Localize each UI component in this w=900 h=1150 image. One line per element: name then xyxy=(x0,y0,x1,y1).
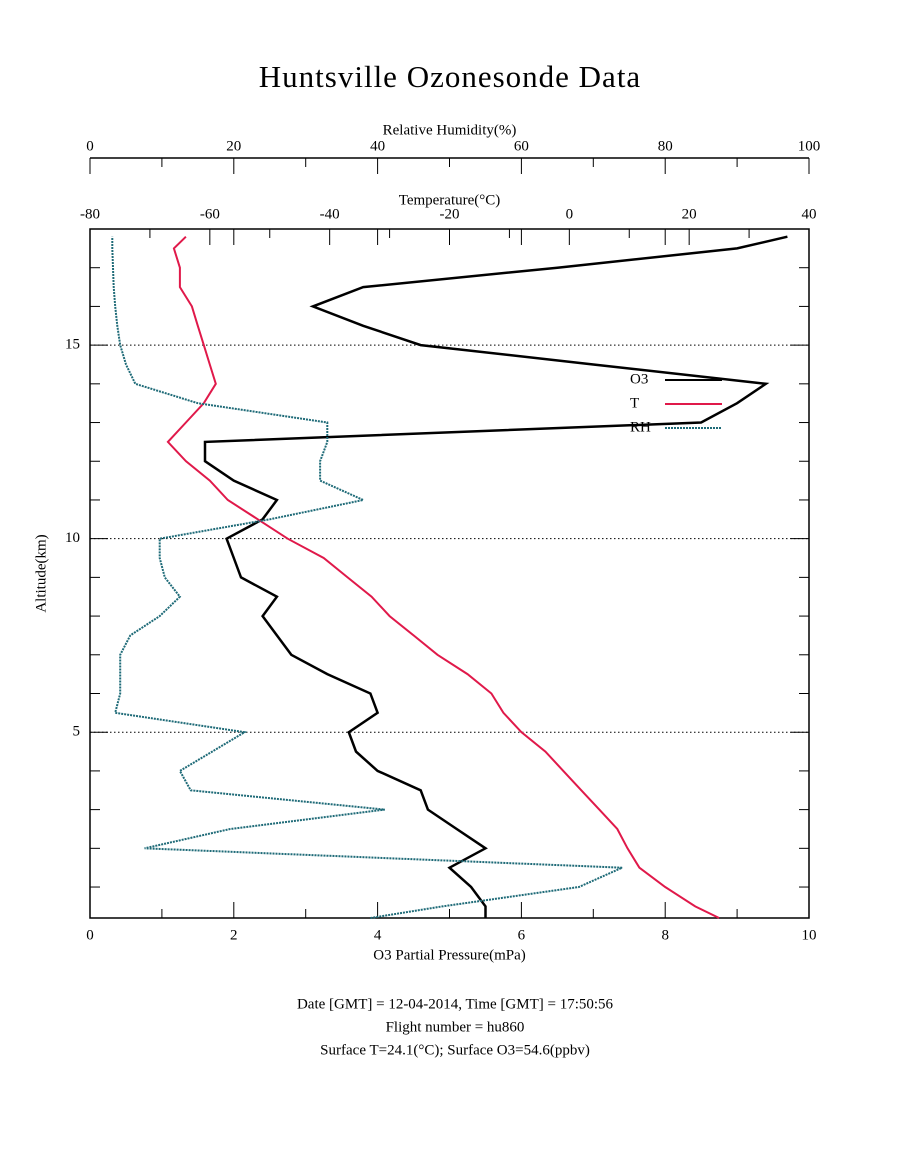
x-tick-label: -20 xyxy=(440,206,460,222)
y-tick-label: 10 xyxy=(65,530,80,546)
x-axis-label: Relative Humidity(%) xyxy=(383,122,517,138)
x-tick-label: -40 xyxy=(320,206,340,222)
x-tick-label: 80 xyxy=(658,138,673,154)
footer-text: Date [GMT] = 12-04-2014, Time [GMT] = 17… xyxy=(297,996,614,1012)
x-tick-label: -80 xyxy=(80,206,100,222)
x-tick-label: 40 xyxy=(370,138,385,154)
x-tick-label: 0 xyxy=(86,138,94,154)
x-axis-label: O3 Partial Pressure(mPa) xyxy=(373,947,525,963)
y-tick-label: 15 xyxy=(65,337,80,353)
x-axis-label: Temperature(°C) xyxy=(399,192,501,208)
legend-label: RH xyxy=(630,419,651,435)
footer-text: Flight number = hu860 xyxy=(386,1019,525,1035)
x-tick-label: 8 xyxy=(661,927,669,943)
chart-title: Huntsville Ozonesonde Data xyxy=(259,59,641,94)
profile-line xyxy=(111,236,623,919)
y-tick-label: 5 xyxy=(73,724,81,740)
x-tick-label: -60 xyxy=(200,206,220,222)
profile-line xyxy=(166,235,720,919)
legend-label: O3 xyxy=(630,371,648,387)
x-tick-label: 6 xyxy=(518,927,526,943)
x-tick-label: 20 xyxy=(682,206,697,222)
x-tick-label: 4 xyxy=(374,927,382,943)
profile-line xyxy=(203,235,788,918)
footer-text: Surface T=24.1(°C); Surface O3=54.6(ppbv… xyxy=(320,1042,590,1058)
x-tick-label: 2 xyxy=(230,927,238,943)
x-tick-label: 0 xyxy=(86,927,94,943)
x-tick-label: 0 xyxy=(566,206,574,222)
x-tick-label: 10 xyxy=(802,927,817,943)
x-tick-label: 20 xyxy=(226,138,241,154)
y-axis-label: Altitude(km) xyxy=(33,534,49,612)
x-tick-label: 40 xyxy=(802,206,817,222)
x-tick-label: 60 xyxy=(514,138,529,154)
x-tick-label: 100 xyxy=(798,138,821,154)
legend-label: T xyxy=(630,395,639,411)
